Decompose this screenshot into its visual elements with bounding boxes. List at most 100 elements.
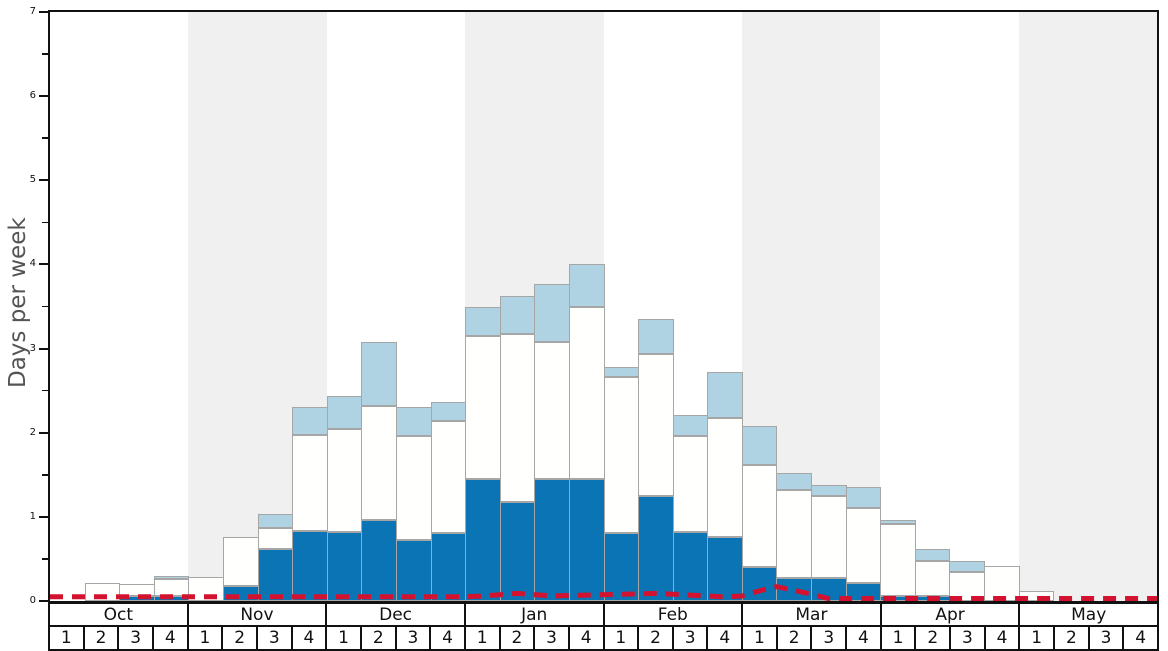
week-cell: 4 (983, 627, 1019, 649)
bar-segment-light-blue (326, 395, 363, 430)
week-cell: 4 (290, 627, 326, 649)
month-cell: Dec (325, 604, 464, 625)
bar-segment-light-blue (153, 575, 190, 580)
month-header-row: Oct Nov Dec Jan Feb Mar Apr May (48, 602, 1159, 627)
week-cell: 3 (810, 627, 846, 649)
bar-segment-dark-blue (361, 520, 397, 601)
bar-segment-white (568, 306, 605, 479)
bar-segment-white (292, 435, 328, 532)
bar-segment-dark-blue (880, 595, 916, 601)
bar-segment-light-blue (534, 283, 570, 342)
bar-segment-dark-blue (430, 532, 467, 601)
month-cell: May (1018, 604, 1157, 625)
bar-segment-white (84, 583, 121, 601)
week-cell: 3 (1087, 627, 1123, 649)
week-cell: 4 (706, 627, 742, 649)
bar-segment-white (741, 464, 778, 567)
bar-segment-white (811, 495, 847, 579)
week-cell: 4 (845, 627, 880, 649)
bar-segment-white (119, 584, 155, 596)
y-axis-tick-label: 7 (29, 6, 36, 17)
bar-segment-light-blue (465, 306, 501, 336)
bar-segment-light-blue (741, 426, 778, 465)
y-axis-minor-tick (42, 558, 48, 560)
bar-segment-dark-blue (914, 595, 951, 601)
bar-segment-light-blue (914, 548, 951, 561)
bar-segment-light-blue (672, 415, 709, 437)
y-axis-tick (39, 179, 48, 182)
month-cell: Apr (879, 604, 1019, 625)
bar-segment-light-blue (776, 473, 813, 490)
shaded-month-band (1018, 12, 1157, 601)
week-cell: 3 (117, 627, 152, 649)
y-axis-tick (39, 95, 48, 98)
week-cell: 1 (741, 627, 776, 649)
bar-segment-dark-blue (845, 583, 882, 601)
y-axis-tick-label: 1 (29, 510, 36, 522)
bar-segment-dark-blue (465, 479, 501, 601)
bar-segment-white (776, 489, 813, 579)
y-axis-minor-tick (42, 389, 48, 392)
y-axis-tick-label: 3 (29, 342, 36, 354)
bar-segment-white (534, 341, 570, 479)
week-cell: 3 (671, 627, 707, 649)
bar-segment-light-blue (638, 319, 674, 354)
week-cell: 4 (151, 627, 187, 649)
bar-segment-light-blue (568, 264, 605, 307)
week-cell: 1 (463, 627, 499, 649)
bar-segment-dark-blue (811, 578, 847, 601)
bar-segment-white (880, 524, 916, 596)
y-axis-minor-tick (42, 474, 48, 476)
bar-segment-white (638, 353, 674, 496)
y-axis-tick-label: 5 (29, 174, 36, 186)
bar-segment-dark-blue (395, 539, 432, 601)
bar-segment-light-blue (811, 484, 847, 496)
y-axis-tick (39, 347, 48, 350)
week-cell: 1 (186, 627, 222, 649)
month-cell: Mar (741, 604, 880, 625)
bar-segment-light-blue (499, 295, 536, 335)
y-axis-tick-label: 6 (29, 90, 36, 102)
bar-segment-dark-blue (741, 566, 778, 601)
bar-segment-dark-blue (568, 479, 605, 601)
month-cell: Feb (602, 604, 742, 625)
bar-segment-dark-blue (534, 479, 570, 601)
month-cell: Jan (463, 604, 603, 625)
bar-segment-dark-blue (707, 537, 743, 601)
week-cell: 4 (429, 627, 464, 649)
bar-segment-light-blue (603, 367, 640, 378)
bar-segment-dark-blue (153, 595, 190, 601)
y-axis-tick (39, 431, 48, 434)
bar-segment-dark-blue (638, 495, 674, 601)
bar-segment-dark-blue (257, 548, 294, 601)
y-axis-minor-tick (42, 221, 48, 224)
plot-area (48, 10, 1159, 603)
bar-segment-dark-blue (119, 595, 155, 601)
y-axis-tick (39, 263, 48, 266)
week-cell: 2 (359, 627, 395, 649)
y-axis-label: Days per week (5, 217, 31, 388)
bar-segment-light-blue (257, 513, 294, 528)
week-cell: 2 (914, 627, 950, 649)
bar-segment-white (984, 565, 1020, 601)
week-cell: 4 (1122, 627, 1157, 649)
week-cell: 1 (325, 627, 360, 649)
bar-segment-light-blue (292, 407, 328, 436)
bar-segment-dark-blue (499, 501, 536, 601)
bar-segment-dark-blue (672, 532, 709, 601)
week-cell: 1 (602, 627, 638, 649)
bar-segment-white (603, 377, 640, 533)
bar-segment-dark-blue (292, 531, 328, 601)
week-cell: 1 (1018, 627, 1054, 649)
bar-segment-dark-blue (603, 532, 640, 601)
bar-segment-white (395, 436, 432, 540)
bar-segment-light-blue (880, 520, 916, 525)
week-cell: 1 (879, 627, 915, 649)
week-cell: 2 (1053, 627, 1088, 649)
y-axis-tick-label: 2 (29, 426, 36, 438)
week-cell: 3 (949, 627, 984, 649)
bar-segment-white (845, 507, 882, 584)
bar-segment-light-blue (707, 372, 743, 419)
